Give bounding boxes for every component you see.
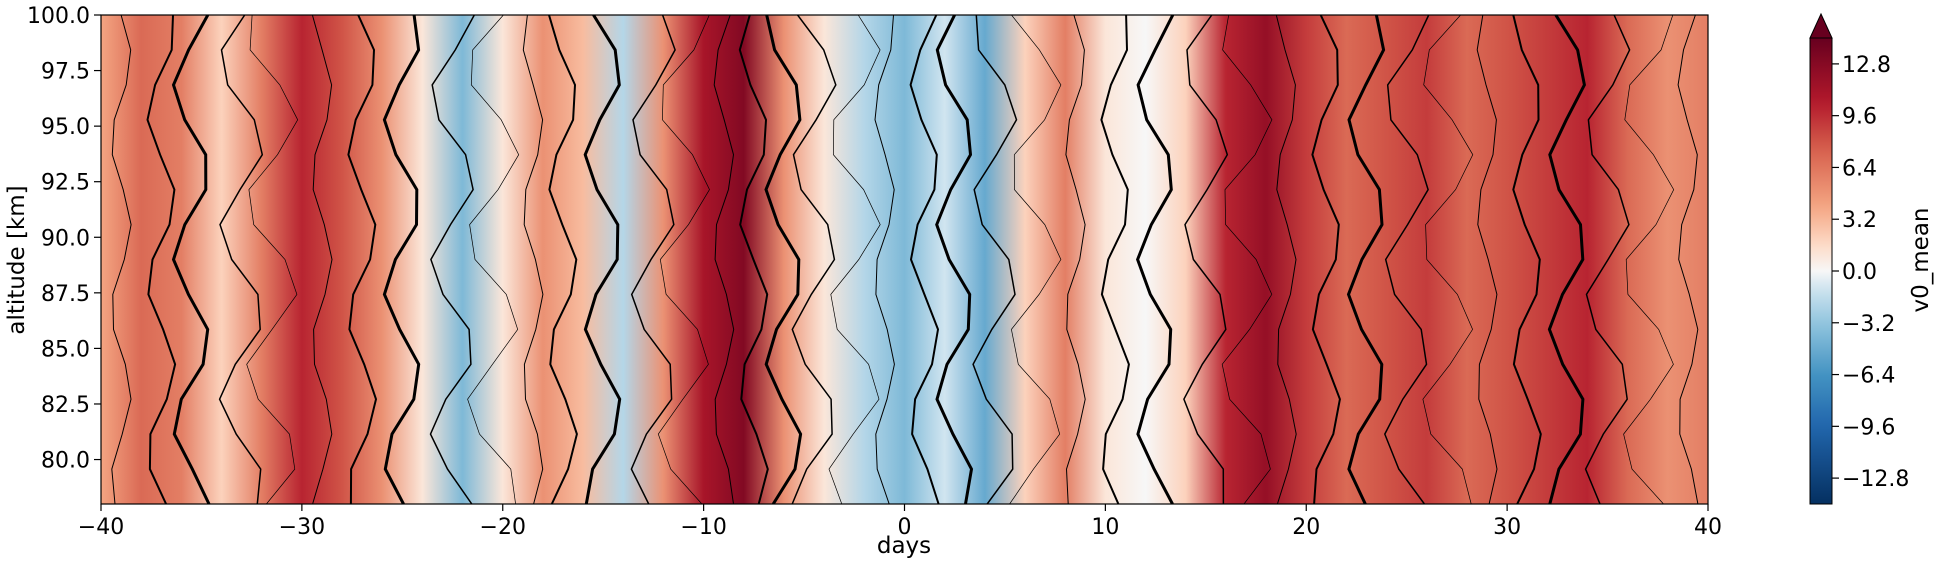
y-axis: 80.0 82.5 85.0 87.5 90.0 92.5 95.0 97.5 100.0 [27,4,101,474]
filled-contour-field [101,15,1708,504]
x-tick-label: −40 [78,515,124,540]
contour-line [1009,15,1062,504]
colorbar-label: v0_mean [1908,208,1934,313]
contour-line [1346,15,1386,504]
colorbar-tick-label: 9.6 [1842,105,1877,130]
y-axis-label: altitude [km] [4,185,30,334]
contour-line [1512,15,1542,504]
colorbar: −12.8 −9.6 −6.4 −3.2 0.0 3.2 6.4 9.6 12.8 v0_mea… [1809,12,1934,505]
x-axis: −40 −30 −20 −10 0 10 20 30 40 [78,504,1722,540]
y-tick-label: 87.5 [41,282,90,307]
contour-line [1275,15,1297,504]
contour-line [382,15,421,504]
y-tick-label: 100.0 [27,4,90,29]
colorbar-tick-label: 6.4 [1842,156,1877,181]
contour-line [657,15,710,504]
x-tick-label: 30 [1493,515,1521,540]
contour-line [548,15,578,504]
contour-line [1311,15,1341,504]
contour-line [1100,15,1130,504]
contour-line [246,15,299,504]
contour-line [347,15,378,504]
contour-line [467,15,520,504]
colorbar-tick-label: −9.6 [1842,415,1895,440]
plot-area [100,14,1709,505]
contour-line [171,15,211,504]
contour-line [874,15,895,504]
x-tick-label: −10 [680,515,726,540]
x-tick-label: 0 [898,515,912,540]
colorbar-tick-label: −6.4 [1842,364,1895,389]
contour-line [791,15,837,504]
contour-line [1547,15,1586,504]
y-tick-label: 92.5 [41,171,90,196]
contour-line [218,15,264,504]
contour-line [583,15,622,504]
contour-line [909,15,940,504]
contour-line [1422,15,1474,504]
contour-line [935,15,974,504]
contour-line [1584,15,1631,504]
contour-line [1623,15,1675,504]
y-tick-label: 90.0 [41,226,90,251]
x-axis-label: days [877,533,931,559]
x-tick-label: −30 [279,515,325,540]
y-tick-label: 80.0 [41,449,90,474]
contour-line [972,15,1018,504]
x-tick-label: 40 [1694,515,1722,540]
contour-lines [111,15,1699,504]
contour-line [1677,15,1699,504]
contour-line [630,15,676,504]
contour-line [311,15,333,504]
colorbar-extend-arrow [1809,12,1833,39]
contour-line [146,15,177,504]
colorbar-tick-label: −3.2 [1842,312,1895,337]
contour-line [1221,15,1273,504]
y-tick-label: 85.0 [41,337,90,362]
colorbar-tick-label: −12.8 [1842,467,1909,492]
contour-line [764,15,803,504]
contour-line [1476,15,1498,504]
contour-line [1065,15,1086,504]
x-tick-label: 20 [1292,515,1320,540]
contour-line [429,15,475,504]
x-tick-label: −20 [480,515,526,540]
colorbar-tick-label: 0.0 [1842,260,1877,285]
contour-line [1135,15,1175,504]
colorbar-tick-label: 12.8 [1842,53,1891,78]
contour-line [522,15,544,504]
y-tick-label: 82.5 [41,393,90,418]
x-tick-label: 10 [1091,515,1119,540]
colorbar-ticks: −12.8 −9.6 −6.4 −3.2 0.0 3.2 6.4 9.6 12.8 [1832,53,1909,492]
contour-line [111,15,132,504]
colorbar-body [1809,37,1833,505]
contour-line [713,15,735,504]
contour-line [1383,15,1430,504]
colorbar-tick-label: 3.2 [1842,208,1877,233]
contour-line [1183,15,1229,504]
y-tick-label: 97.5 [41,60,90,85]
contour-line [828,15,881,504]
contour-line [738,15,769,504]
y-tick-label: 95.0 [41,115,90,140]
